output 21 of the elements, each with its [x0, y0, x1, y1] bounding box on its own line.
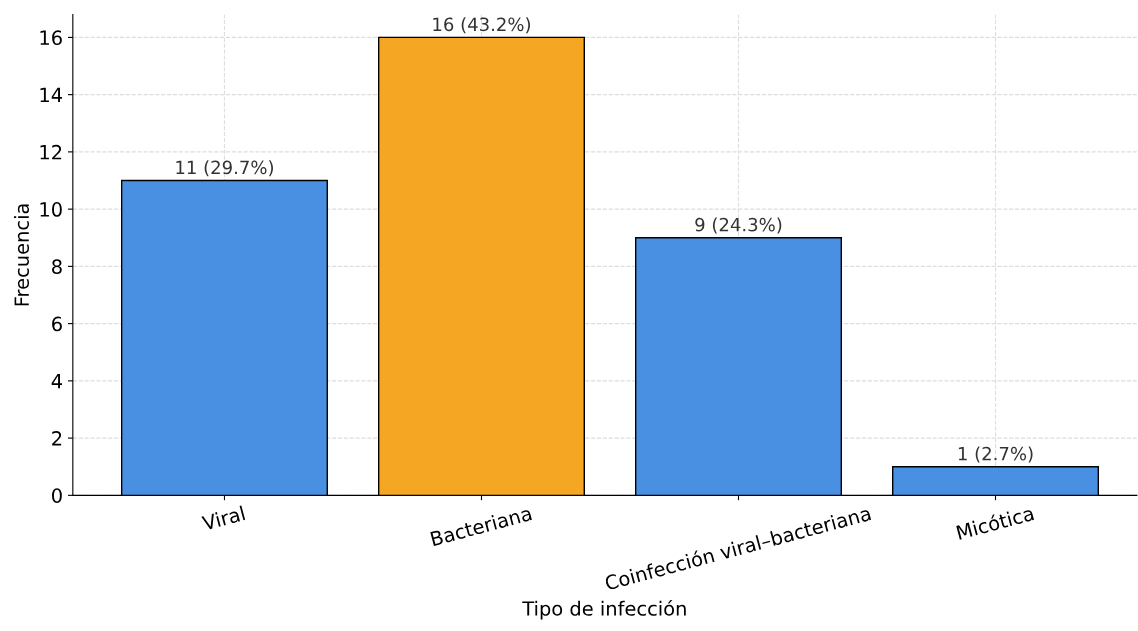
bar [377, 36, 585, 496]
y-tick-label: 12 [40, 144, 62, 160]
data-label: 16 (43.2%) [433, 17, 531, 34]
y-tick-label: 14 [40, 87, 63, 103]
x-tick-label: Viral [201, 505, 246, 531]
y-tick-label: 6 [52, 316, 62, 332]
y-tick-label: 2 [52, 431, 62, 446]
y-tick-label: 4 [51, 374, 63, 389]
data-label: 11 (29.7%) [176, 160, 273, 177]
bar [120, 179, 328, 496]
y-tick-label: 10 [40, 202, 62, 217]
bar [634, 237, 842, 496]
y-tick-label: 0 [52, 488, 62, 503]
x-tick-label: Micótica [955, 504, 1035, 540]
bar [892, 466, 1100, 496]
data-label: 1 (2.7%) [958, 446, 1033, 463]
x-axis-title: Tipo de infección [522, 600, 686, 620]
data-label: 9 (24.3%) [695, 217, 782, 234]
y-axis-title: Frecuencia [13, 204, 30, 306]
y-tick-label: 8 [52, 259, 62, 275]
y-tick-label: 16 [40, 30, 62, 46]
